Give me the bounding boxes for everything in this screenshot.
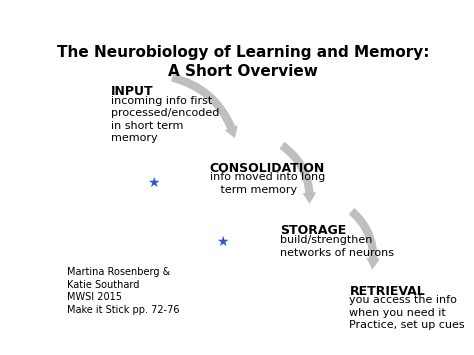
Text: The Neurobiology of Learning and Memory:
A Short Overview: The Neurobiology of Learning and Memory:… <box>57 45 429 79</box>
Text: ★: ★ <box>146 176 159 190</box>
Text: build/strengthen
networks of neurons: build/strengthen networks of neurons <box>280 235 394 258</box>
Text: you access the info
when you need it
Practice, set up cues: you access the info when you need it Pra… <box>349 295 465 330</box>
Text: RETRIEVAL: RETRIEVAL <box>349 284 425 297</box>
FancyArrowPatch shape <box>349 208 380 269</box>
Text: INPUT: INPUT <box>110 85 153 98</box>
Text: ★: ★ <box>217 235 229 249</box>
Text: CONSOLIDATION: CONSOLIDATION <box>210 162 325 175</box>
Text: Martina Rosenberg &
Katie Southard
MWSI 2015
Make it Stick pp. 72-76: Martina Rosenberg & Katie Southard MWSI … <box>66 267 179 315</box>
Text: info moved into long
   term memory: info moved into long term memory <box>210 173 325 195</box>
FancyArrowPatch shape <box>171 73 237 138</box>
Text: incoming info first
processed/encoded
in short term
memory: incoming info first processed/encoded in… <box>110 96 219 143</box>
Text: STORAGE: STORAGE <box>280 224 346 237</box>
FancyArrowPatch shape <box>280 142 316 204</box>
